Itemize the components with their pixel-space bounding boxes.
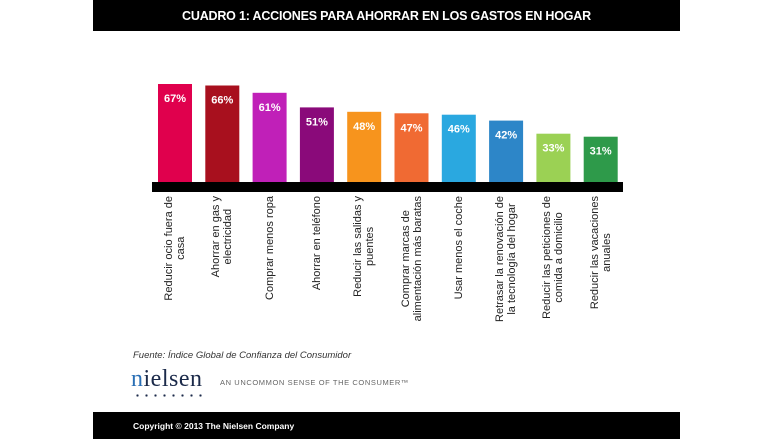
chart-title-bar: CUADRO 1: ACCIONES PARA AHORRAR EN LOS G… xyxy=(93,0,680,31)
bar-value-label: 51% xyxy=(306,116,328,128)
bar-5 xyxy=(347,111,382,182)
source-note: Fuente: Índice Global de Confianza del C… xyxy=(133,350,352,361)
category-label-line: Reducir las peticiones de xyxy=(540,196,553,319)
bar-value-label: 66% xyxy=(211,95,233,107)
bar-10 xyxy=(583,136,618,182)
logo-rest: ielsen xyxy=(143,366,203,392)
bar-1 xyxy=(158,84,192,182)
bar-8 xyxy=(489,120,524,182)
bar-4 xyxy=(299,107,334,182)
category-label-line: Reducir las salidas y xyxy=(351,196,364,297)
category-label: Reducir las vacaciones anuales xyxy=(579,196,623,336)
bar-value-label: 31% xyxy=(590,146,612,158)
bar-value-label: 46% xyxy=(448,124,470,136)
category-label: Comprar marcas de alimentación más barata… xyxy=(390,196,434,336)
brand-tagline: AN UNCOMMON SENSE OF THE CONSUMER™ xyxy=(220,378,410,387)
category-label-line: Ahorrar en gas y xyxy=(209,196,222,278)
bar-7 xyxy=(441,114,476,182)
category-label: Retrasar la renovación de la tecnología d… xyxy=(484,196,528,336)
category-label-line: Reducir las vacaciones xyxy=(588,196,601,310)
category-label-line: Reducir ocio fuera de xyxy=(162,196,175,301)
category-label-line: electricidad xyxy=(222,208,235,265)
category-label: Reducir ocio fuera de casa xyxy=(153,196,197,336)
chart-title: CUADRO 1: ACCIONES PARA AHORRAR EN LOS G… xyxy=(182,8,591,23)
category-label-line: Comprar menos ropa xyxy=(263,196,276,300)
category-label: Reducir las salidas y puentes xyxy=(342,196,386,336)
copyright-text: Copyright © 2013 The Nielsen Company xyxy=(133,420,295,431)
bar-6 xyxy=(394,113,429,182)
bar-9 xyxy=(536,133,571,182)
category-label: Ahorrar en gas y electricidad xyxy=(200,196,244,336)
category-label-line: la tecnología del hogar xyxy=(506,203,519,315)
category-label-line: Ahorrar en teléfono xyxy=(310,196,323,291)
category-label: Usar menos el coche xyxy=(437,196,481,336)
bar-value-label: 47% xyxy=(400,122,422,134)
bar-value-label: 48% xyxy=(353,121,375,133)
category-label-line: Comprar marcas de xyxy=(399,210,411,308)
bar-3 xyxy=(252,92,287,182)
category-label-line: Retrasar la renovación de xyxy=(493,196,506,322)
logo-letter-n: n xyxy=(131,366,144,392)
category-label-line: alimentación más baratas xyxy=(411,196,424,322)
bar-2 xyxy=(205,85,240,182)
x-axis-line xyxy=(152,182,623,192)
category-label-line: casa xyxy=(175,236,187,260)
category-label: Ahorrar en teléfono xyxy=(295,196,339,336)
category-label: Comprar menos ropa xyxy=(248,196,292,336)
category-label-line: puentes xyxy=(364,226,377,267)
bar-value-label: 33% xyxy=(542,143,564,155)
category-label: Reducir las peticiones de comida a domici… xyxy=(531,196,575,336)
category-label-line: comida a domicilio xyxy=(553,212,566,303)
category-label-line: anuales xyxy=(600,233,613,272)
footer-bar: Copyright © 2013 The Nielsen Company xyxy=(93,412,680,439)
category-label-line: Usar menos el coche xyxy=(452,196,465,300)
logo-dots xyxy=(133,394,205,397)
bar-value-label: 61% xyxy=(259,102,281,114)
nielsen-logo: nielsen xyxy=(131,366,203,392)
bar-value-label: 67% xyxy=(164,93,186,105)
bar-value-label: 42% xyxy=(495,130,517,142)
